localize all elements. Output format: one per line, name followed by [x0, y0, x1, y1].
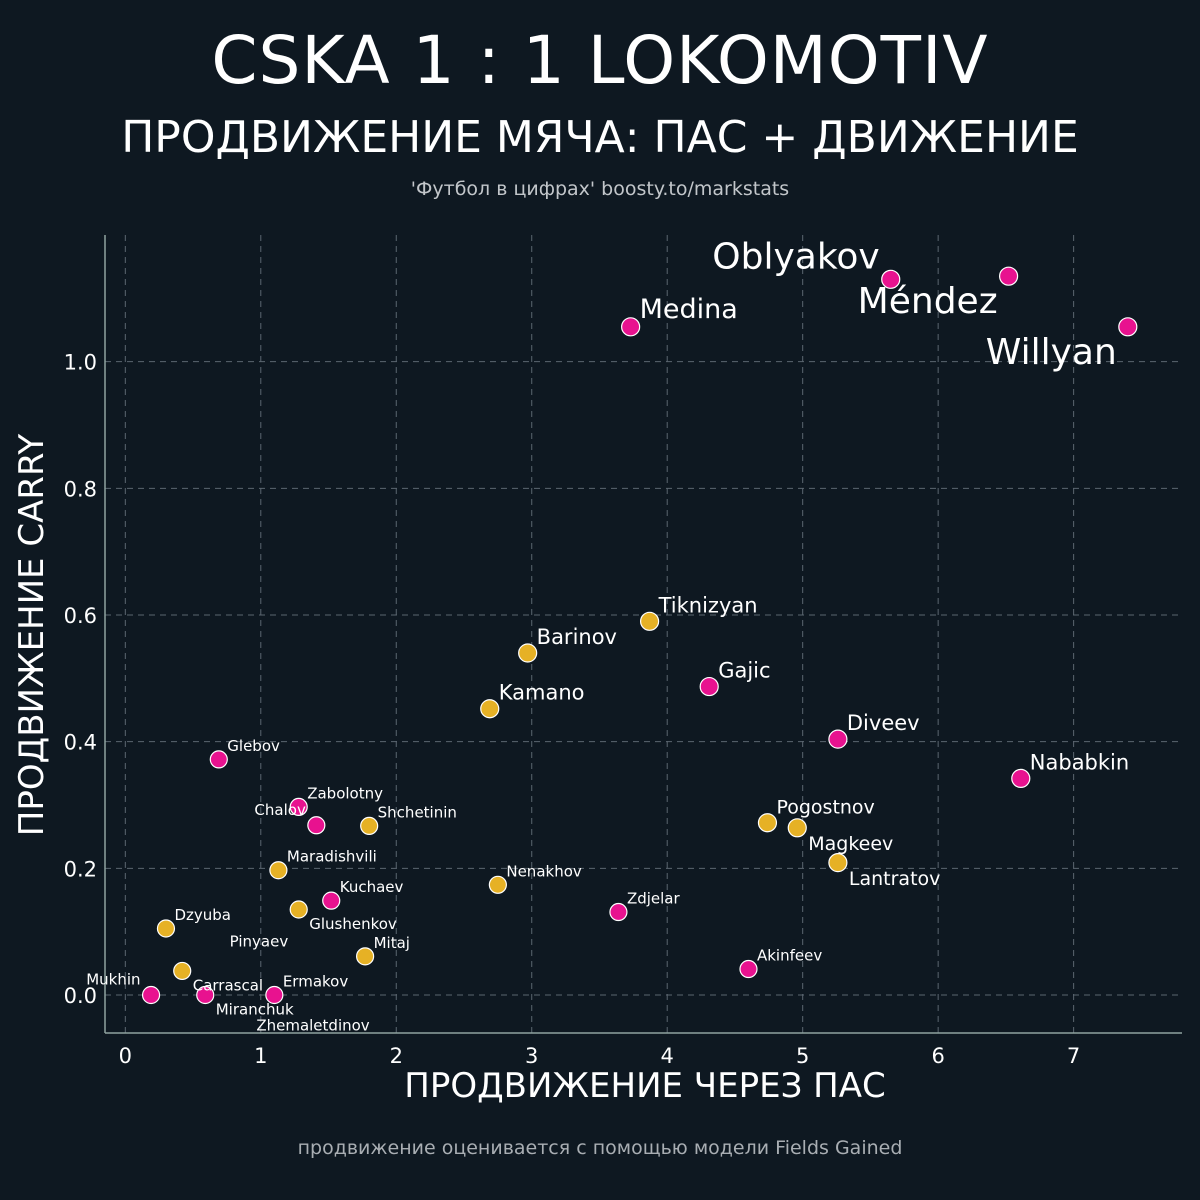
player-label: Pinyaev [230, 933, 289, 951]
player-point [356, 947, 375, 966]
player-label: Barinov [537, 625, 617, 649]
player-point [757, 813, 778, 833]
player-point [828, 853, 848, 873]
player-label: Zhemaletdinov [256, 1016, 369, 1034]
x-tick-label: 6 [931, 1044, 944, 1068]
x-tick-label: 5 [796, 1044, 809, 1068]
y-tick-label: 0.2 [64, 857, 97, 881]
player-point [360, 816, 379, 836]
player-label: Gajic [718, 659, 770, 683]
player-label: Magkeev [808, 833, 893, 855]
chart-subtitle: ПРОДВИЖЕНИЕ МЯЧА: ПАС + ДВИЖЕНИЕ [121, 112, 1079, 163]
player-point [269, 861, 288, 880]
player-point [518, 643, 538, 663]
player-point [787, 818, 807, 838]
player-point [265, 985, 284, 1005]
player-label: Diveev [847, 711, 920, 735]
player-point [173, 961, 192, 981]
player-point [828, 729, 848, 749]
player-point [289, 797, 308, 817]
footer-note: продвижение оценивается с помощью модели… [297, 1137, 903, 1159]
x-tick-label: 7 [1067, 1044, 1080, 1068]
player-label: Ermakov [283, 973, 349, 991]
player-point [322, 891, 341, 910]
player-point [289, 900, 308, 919]
player-point [1011, 768, 1031, 789]
player-label: Miranchuk [216, 1001, 294, 1019]
player-label: Zdjelar [627, 890, 681, 908]
player-label: Willyan [986, 332, 1117, 373]
y-tick-label: 0.8 [64, 477, 97, 501]
player-label: Pogostnov [776, 797, 874, 819]
y-tick-label: 1.0 [64, 351, 97, 375]
player-point [881, 269, 901, 289]
y-tick-label: 0.0 [64, 984, 97, 1008]
player-point [1118, 317, 1138, 337]
y-axis-label: ПРОДВИЖЕНИЕ CARRY [12, 433, 52, 837]
x-tick-label: 4 [661, 1044, 674, 1068]
player-label: Zabolotny [307, 784, 383, 802]
player-label: Glebov [227, 737, 280, 755]
player-label: Glushenkov [309, 915, 397, 933]
player-label: Tiknizyan [658, 593, 758, 617]
player-label: Mitaj [374, 934, 410, 952]
player-point [141, 985, 161, 1005]
x-axis-label: ПРОДВИЖЕНИЕ ЧЕРЕЗ ПАС [404, 1066, 886, 1106]
player-label: Méndez [858, 281, 998, 322]
player-label: Lantratov [849, 868, 941, 890]
player-label: Dzyuba [174, 906, 231, 924]
player-point [480, 699, 500, 719]
x-tick-label: 3 [525, 1044, 538, 1068]
player-point [621, 317, 641, 337]
player-point [699, 676, 719, 697]
player-label: Nababkin [1030, 750, 1129, 774]
player-point [209, 750, 228, 769]
player-label: Carrascal [193, 976, 263, 994]
player-point [739, 959, 758, 979]
x-tick-label: 2 [390, 1044, 403, 1068]
tick-label-layer: 0 1 2 3 4 5 6 7 0.0 0.2 0.4 0.6 0.8 1.0 [64, 351, 1081, 1068]
player-point [196, 985, 215, 1005]
player-label: Nenakhov [506, 862, 582, 880]
player-label: Kamano [499, 681, 585, 705]
player-label: Shchetinin [378, 803, 457, 821]
player-point [488, 875, 507, 894]
player-label: Chalov [254, 801, 306, 819]
player-label: Medina [640, 294, 738, 325]
player-label: Akinfeev [757, 947, 822, 965]
source-credit: 'Футбол в цифрах' boosty.to/markstats [410, 178, 790, 200]
chart-title: CSKA 1 : 1 LOKOMOTIV [211, 22, 989, 99]
player-point [307, 816, 326, 835]
player-label: Kuchaev [340, 878, 404, 896]
y-tick-label: 0.6 [64, 604, 97, 628]
player-point [609, 902, 628, 922]
player-point [998, 266, 1019, 286]
point-layer [141, 266, 1138, 1005]
player-label: Maradishvili [287, 848, 377, 866]
player-label: Mukhin [86, 971, 140, 989]
x-tick-label: 0 [119, 1044, 132, 1068]
x-tick-label: 1 [254, 1044, 267, 1068]
y-tick-label: 0.4 [64, 731, 97, 755]
player-point [639, 611, 660, 631]
axis-layer [104, 235, 1182, 1034]
player-label: Oblyakov [712, 236, 879, 277]
player-point [156, 919, 176, 938]
